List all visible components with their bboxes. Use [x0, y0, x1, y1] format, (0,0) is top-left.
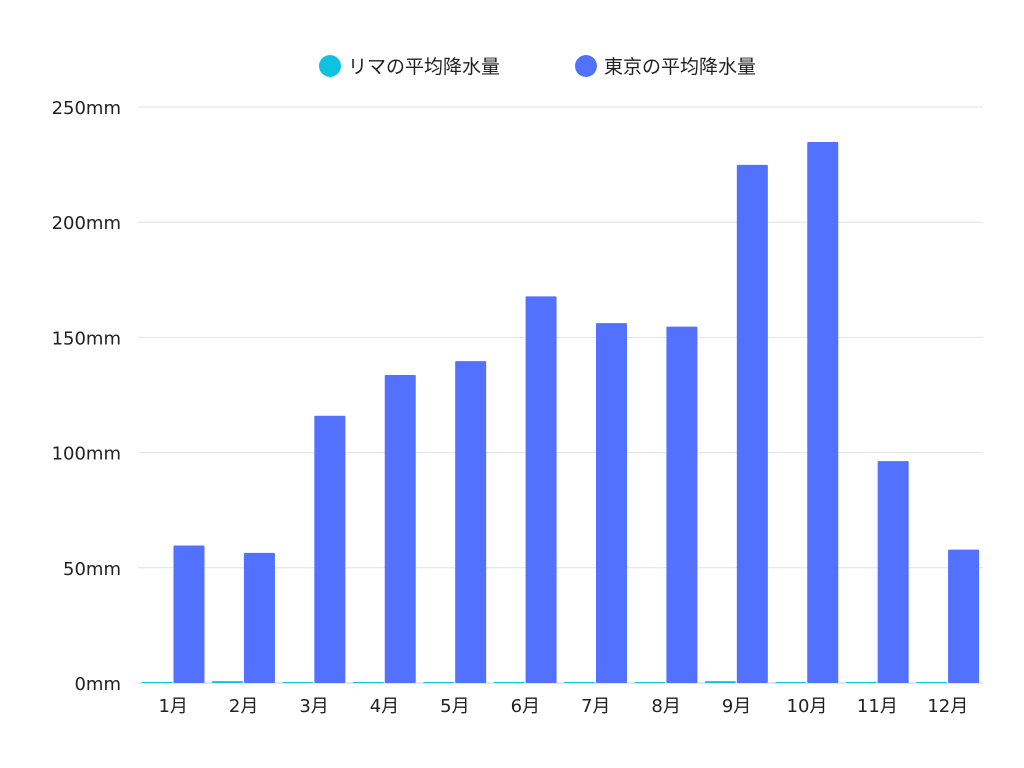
y-tick-label: 250mm [52, 98, 121, 119]
x-tick-label: 8月 [651, 696, 680, 717]
y-tick-label: 100mm [52, 444, 121, 465]
bar-lima [493, 682, 525, 683]
bar-lima [423, 682, 455, 683]
legend-marker-icon [319, 55, 341, 77]
bar-tokyo [948, 549, 980, 683]
bar-lima [634, 682, 666, 683]
x-tick-label: 2月 [229, 696, 258, 717]
bar-tokyo [525, 296, 557, 683]
x-tick-label: 6月 [511, 696, 540, 717]
bar-lima [564, 682, 595, 683]
x-tick-label: 12月 [927, 696, 968, 717]
bar-lima [916, 682, 948, 683]
x-tick-label: 7月 [581, 696, 610, 717]
bar-tokyo [736, 164, 768, 684]
legend-label: 東京の平均降水量 [604, 56, 756, 78]
y-tick-label: 150mm [52, 328, 121, 349]
x-tick-label: 3月 [299, 696, 328, 717]
x-tick-label: 10月 [787, 696, 828, 717]
bar-lima [352, 682, 384, 683]
bar-tokyo [455, 361, 487, 683]
y-tick-label: 0mm [74, 674, 121, 695]
bar-tokyo [666, 326, 698, 683]
x-tick-label: 5月 [440, 696, 469, 717]
bar-lima [775, 682, 807, 683]
legend-label: リマの平均降水量 [348, 56, 500, 78]
bar-tokyo [173, 545, 205, 683]
x-axis: 1月 2月 3月 4月 5月 6月 7月 8月 9月 10月 11月 12月 [158, 696, 968, 717]
grid-lines [138, 106, 983, 684]
bars [141, 142, 980, 684]
bar-lima [704, 681, 736, 683]
bar-lima [141, 682, 173, 683]
y-tick-label: 50mm [63, 559, 121, 580]
legend: リマの平均降水量 東京の平均降水量 [319, 55, 756, 78]
y-axis: 0mm 50mm 100mm 150mm 200mm 250mm [52, 98, 121, 695]
bar-tokyo [877, 461, 909, 683]
x-tick-label: 4月 [370, 696, 399, 717]
bar-lima [282, 682, 314, 683]
legend-marker-icon [575, 55, 597, 77]
bar-lima [211, 681, 243, 683]
bar-tokyo [243, 552, 275, 683]
bar-tokyo [807, 142, 839, 683]
bar-lima [845, 682, 877, 683]
x-tick-label: 11月 [857, 696, 898, 717]
bar-tokyo [314, 415, 346, 683]
bar-tokyo [596, 323, 627, 683]
bar-tokyo [384, 374, 416, 683]
y-tick-label: 200mm [52, 213, 121, 234]
x-tick-label: 1月 [158, 696, 187, 717]
x-tick-label: 9月 [722, 696, 751, 717]
